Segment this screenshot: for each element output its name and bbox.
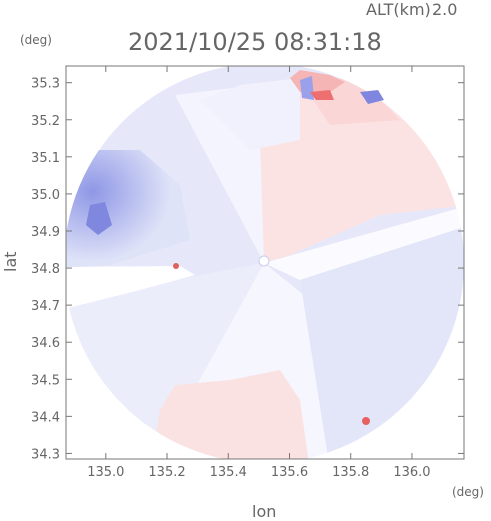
- x-tick-label: 135.0: [87, 465, 124, 480]
- x-tick-label: 135.8: [332, 465, 369, 480]
- x-unit-label: (deg): [452, 485, 484, 499]
- x-axis-label: lon: [252, 502, 276, 521]
- y-tick-label: 35.3: [31, 77, 60, 92]
- x-tick-label: 135.4: [210, 465, 247, 480]
- y-axis: 34.3 34.4 34.5 34.6 34.7 34.8 34.9 35.0 35.1 35.2…: [31, 77, 464, 462]
- y-tick-label: 35.0: [31, 188, 60, 203]
- y-axis-label: lat: [1, 251, 20, 272]
- datetime-title: 2021/10/25 08:31:18: [128, 28, 382, 56]
- y-tick-label: 35.1: [31, 151, 60, 166]
- y-tick-label: 34.9: [31, 225, 60, 240]
- y-tick-label: 34.4: [31, 410, 60, 425]
- x-tick-label: 135.2: [148, 465, 185, 480]
- y-tick-label: 34.6: [31, 336, 60, 351]
- y-tick-label: 34.3: [31, 447, 60, 462]
- x-tick-label: 136.0: [393, 465, 430, 480]
- altitude-value: 2.0: [432, 0, 457, 19]
- plot-area: [66, 66, 464, 459]
- y-tick-label: 35.2: [31, 114, 60, 129]
- altitude-label: ALT(km): [366, 0, 431, 19]
- y-tick-label: 34.7: [31, 299, 60, 314]
- plot-frame: [65, 65, 465, 460]
- x-tick-label: 135.6: [271, 465, 308, 480]
- y-tick-label: 34.8: [31, 262, 60, 277]
- x-axis: 135.0 135.2 135.4 135.6 135.8 136.0: [87, 66, 431, 480]
- y-tick-label: 34.5: [31, 373, 60, 388]
- y-unit-label: (deg): [20, 33, 52, 47]
- radar-disc: [66, 66, 464, 459]
